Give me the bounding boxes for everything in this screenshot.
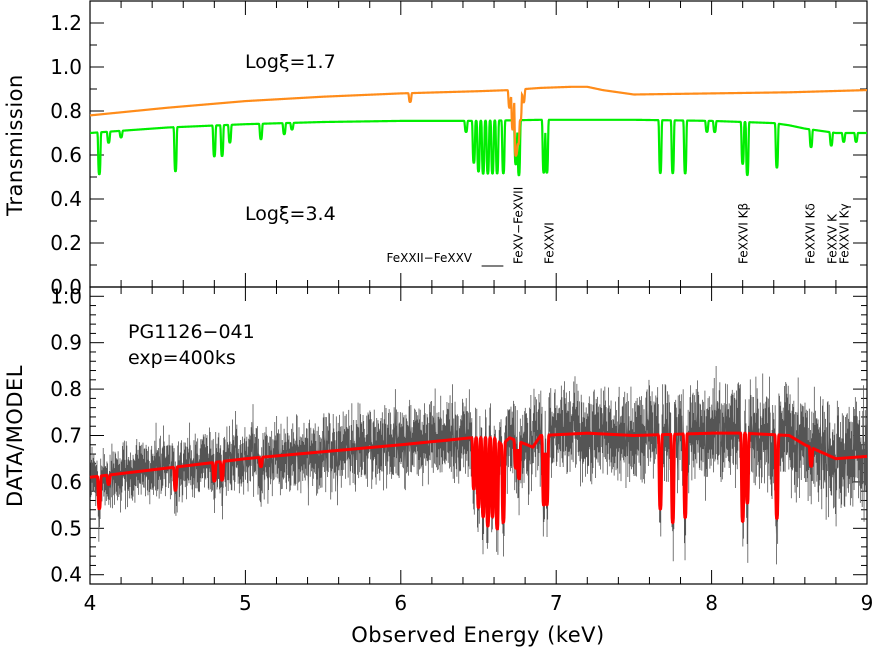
line-label-text: FeXV−FeXVII bbox=[511, 187, 525, 264]
top-y-tick-label: 1.2 bbox=[50, 11, 82, 35]
x-tick-label: 7 bbox=[550, 591, 563, 615]
transmission-panel: 0.0 0.2 0.4 0.6 0.8 1.0 1.2 Transmission Logξ=… bbox=[3, 0, 868, 299]
series-model-line bbox=[89, 431, 868, 531]
top-y-tick-label: 0.8 bbox=[50, 99, 82, 123]
bottom-y-tick-label: 0.8 bbox=[50, 377, 82, 401]
top-y-tick-label: 1.0 bbox=[50, 55, 82, 79]
line-labels: FeXXII−FeXXV FeXV−FeXVII FeXXVI FeXXVI Kβ Fe… bbox=[387, 187, 852, 267]
bottom-y-tick-label: 0.7 bbox=[50, 424, 82, 448]
top-y-tick-label: 0.2 bbox=[50, 231, 82, 255]
top-y-tick-label: 0.4 bbox=[50, 187, 82, 211]
bottom-y-tick-label: 1.0 bbox=[50, 284, 82, 308]
top-y-ticks: 0.0 0.2 0.4 0.6 0.8 1.0 1.2 bbox=[50, 11, 867, 299]
annotation-logxi-high: Logξ=3.4 bbox=[245, 203, 336, 225]
bottom-y-tick-label: 0.6 bbox=[50, 470, 82, 494]
bottom-y-tick-label: 0.4 bbox=[50, 563, 82, 587]
series-model bbox=[89, 431, 868, 531]
line-label-text: FeXXVI Kβ bbox=[737, 203, 751, 264]
bottom-y-axis-title: DATA/MODEL bbox=[3, 365, 27, 507]
bottom-y-tick-label: 0.9 bbox=[50, 331, 82, 355]
x-axis-title: Observed Energy (keV) bbox=[351, 623, 605, 647]
x-tick-label: 4 bbox=[84, 591, 97, 615]
x-tick-label: 6 bbox=[394, 591, 407, 615]
x-ticks: 4 5 6 7 8 9 bbox=[84, 1, 874, 615]
top-y-tick-label: 0.6 bbox=[50, 143, 82, 167]
line-label-text: FeXXVI Kγ bbox=[838, 203, 852, 264]
line-label-text: FeXXV K bbox=[825, 213, 839, 264]
top-y-axis-title: Transmission bbox=[3, 74, 27, 217]
series-logxi-1.7 bbox=[89, 85, 868, 157]
bottom-y-tick-label: 0.5 bbox=[50, 516, 82, 540]
top-y-tick-label: 0.0 bbox=[50, 275, 82, 299]
series-logxi-3.4-line bbox=[89, 118, 867, 177]
x-tick-label: 8 bbox=[705, 591, 718, 615]
annotation-logxi-low: Logξ=1.7 bbox=[245, 51, 336, 73]
series-logxi-1.7-line bbox=[89, 85, 868, 157]
series-logxi-3.4 bbox=[89, 118, 867, 177]
annotation-exposure: exp=400ks bbox=[128, 347, 236, 369]
line-label-text: FeXXVI bbox=[542, 222, 556, 264]
x-tick-label: 5 bbox=[239, 591, 252, 615]
bottom-y-ticks: 0.4 0.5 0.6 0.7 0.8 0.9 1.0 bbox=[50, 284, 867, 587]
line-label-text: FeXXVI Kδ bbox=[804, 203, 818, 264]
x-tick-label: 9 bbox=[861, 591, 874, 615]
line-label-text: FeXXII−FeXXV bbox=[387, 251, 473, 265]
annotation-source: PG1126−041 bbox=[128, 321, 255, 343]
